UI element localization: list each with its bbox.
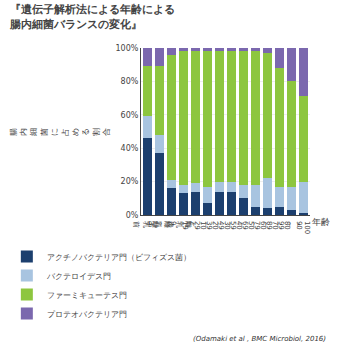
svg-text:ファーミキューテス門: ファーミキューテス門 [47, 291, 127, 300]
svg-text:60%: 60% [121, 111, 139, 120]
svg-text:20%: 20% [121, 177, 139, 186]
svg-text:0%: 0% [126, 211, 139, 220]
svg-text:50～59: 50～59 [229, 221, 255, 230]
svg-text:4～9: 4～9 [169, 221, 195, 228]
svg-text:腸内細菌に占める割合: 腸内細菌に占める割合 [9, 128, 112, 137]
svg-text:60～69: 60～69 [241, 221, 267, 230]
svg-text:10～19: 10～19 [181, 221, 207, 230]
svg-text:バクテロイデス門: バクテロイデス門 [46, 272, 111, 281]
svg-text:70～79: 70～79 [253, 221, 279, 230]
svg-text:30～39: 30～39 [205, 221, 231, 230]
svg-text:40～49: 40～49 [217, 221, 243, 230]
svg-text:100%: 100% [116, 44, 139, 53]
svg-text:プロテオバクテリア門: プロテオバクテリア門 [47, 310, 127, 319]
svg-text:80～89: 80～89 [265, 221, 291, 230]
svg-text:100～: 100～ [294, 221, 311, 234]
svg-text:90～99: 90～99 [277, 221, 303, 230]
svg-text:20～29: 20～29 [193, 221, 219, 230]
svg-text:離乳後～3: 離乳後～3 [147, 221, 191, 228]
svg-text:80%: 80% [121, 77, 139, 86]
svg-text:離乳前: 離乳前 [132, 221, 158, 228]
svg-text:年齢: 年齢 [312, 217, 330, 227]
svg-text:40%: 40% [121, 144, 139, 153]
svg-text:(Odamaki et al , BMC Microbiol: (Odamaki et al , BMC Microbiol, 2016) [193, 335, 326, 343]
svg-text:『遺伝子解析法による年齢による腸内細菌バランスの変化』: 『遺伝子解析法による年齢による腸内細菌バランスの変化』 [9, 3, 175, 30]
svg-text:アクチノバクテリア門（ビフィズス菌）: アクチノバクテリア門（ビフィズス菌） [47, 253, 191, 262]
svg-text:離乳中: 離乳中 [145, 221, 171, 228]
